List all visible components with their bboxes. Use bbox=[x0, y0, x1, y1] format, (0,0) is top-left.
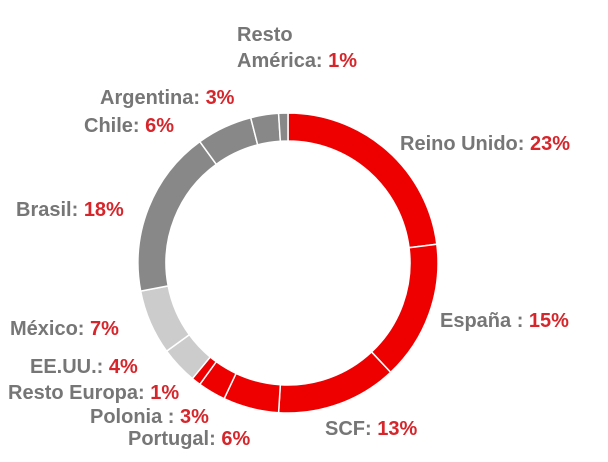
donut-slice bbox=[137, 140, 218, 292]
slice-label: Resto América: 1% bbox=[237, 22, 369, 74]
slice-label: Resto Europa: 1% bbox=[8, 380, 179, 406]
value-label: 3% bbox=[180, 406, 209, 428]
category-name: Argentina: bbox=[100, 87, 200, 109]
value-label: 15% bbox=[528, 310, 569, 332]
value-label: 7% bbox=[90, 318, 119, 340]
value-label: 23% bbox=[530, 133, 571, 155]
donut-slice bbox=[277, 112, 289, 143]
slice-label: SCF: 13% bbox=[325, 416, 417, 442]
value-label: 6% bbox=[145, 115, 175, 137]
category-name: México: bbox=[10, 318, 85, 340]
value-label: 3% bbox=[205, 87, 235, 109]
category-name: EE.UU.: bbox=[30, 356, 104, 378]
slice-label: Chile: 6% bbox=[84, 113, 174, 139]
category-name: Resto América: bbox=[237, 24, 323, 72]
slice-label: Argentina: 3% bbox=[100, 85, 234, 111]
slice-label: Brasil: 18% bbox=[16, 197, 124, 223]
slice-label: México: 7% bbox=[10, 316, 119, 342]
slice-label: EE.UU.: 4% bbox=[30, 354, 138, 380]
slice-label: Polonia : 3% bbox=[90, 404, 209, 430]
slice-label: Portugal: 6% bbox=[128, 426, 250, 452]
slice-label: España : 15% bbox=[440, 308, 569, 334]
value-label: 1% bbox=[328, 50, 358, 72]
slice-label: Reino Unido: 23% bbox=[400, 131, 570, 157]
category-name: Chile: bbox=[84, 115, 140, 137]
value-label: 6% bbox=[221, 428, 251, 450]
value-label: 18% bbox=[83, 199, 124, 221]
value-label: 4% bbox=[108, 356, 138, 378]
category-name: SCF: bbox=[325, 418, 372, 440]
category-name: Polonia : bbox=[90, 406, 175, 428]
category-name: Brasil: bbox=[16, 199, 79, 221]
value-label: 13% bbox=[377, 418, 418, 440]
category-name: Reino Unido: bbox=[400, 133, 525, 155]
value-label: 1% bbox=[150, 382, 180, 404]
donut-slice bbox=[277, 350, 392, 414]
donut-slice bbox=[370, 243, 439, 374]
category-name: Resto Europa: bbox=[8, 382, 145, 404]
category-name: Portugal: bbox=[128, 428, 216, 450]
category-name: España : bbox=[440, 310, 524, 332]
